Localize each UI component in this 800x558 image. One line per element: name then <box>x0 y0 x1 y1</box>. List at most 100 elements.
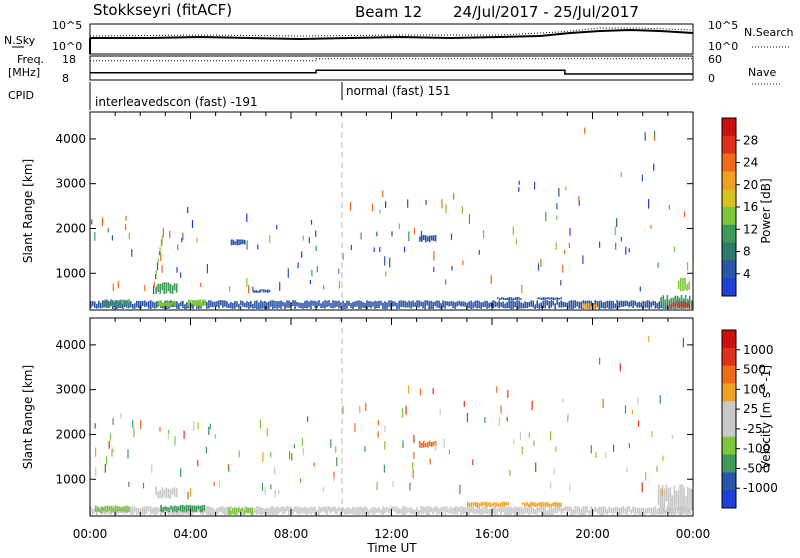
data-patch-cell <box>486 506 488 515</box>
data-patch-cell <box>189 299 192 305</box>
data-patch-cell <box>534 502 536 507</box>
scatter-echo <box>218 480 221 488</box>
scatter-echo <box>323 285 325 290</box>
scatter-echo <box>197 460 199 467</box>
scatter-echo <box>463 400 465 407</box>
data-patch-cell <box>538 303 540 309</box>
data-patch-cell <box>108 506 111 511</box>
data-patch-cell <box>199 299 202 307</box>
scatter-echo <box>196 237 198 243</box>
data-patch-cell <box>556 297 559 301</box>
scatter-echo <box>651 431 653 438</box>
colorbar-cell <box>722 490 736 509</box>
data-patch-cell <box>208 506 210 515</box>
data-patch-cell <box>152 301 154 308</box>
data-patch-cell <box>493 502 495 506</box>
scatter-echo <box>160 239 162 247</box>
data-patch-cell <box>468 502 471 507</box>
colorbar-tick-label: -25 <box>743 422 763 436</box>
data-patch-cell <box>416 507 418 514</box>
data-patch-cell <box>481 501 483 507</box>
scatter-echo <box>645 472 647 481</box>
data-patch-cell <box>582 506 584 515</box>
scatter-echo <box>111 235 113 241</box>
data-patch-cell <box>604 506 606 514</box>
data-patch-cell <box>558 506 560 512</box>
data-patch-cell <box>382 302 384 309</box>
data-patch-cell <box>110 505 113 513</box>
data-patch-cell <box>254 507 256 513</box>
data-patch-cell <box>434 235 437 242</box>
data-patch-cell <box>560 300 562 308</box>
data-patch-cell <box>118 300 120 307</box>
data-patch-cell <box>454 506 456 515</box>
data-patch-cell <box>520 298 522 300</box>
scatter-echo <box>628 248 630 253</box>
scatter-echo <box>408 385 410 394</box>
data-patch-cell <box>532 300 534 308</box>
data-patch-cell <box>688 303 691 308</box>
data-patch-cell <box>588 510 590 515</box>
data-patch-cell <box>614 507 616 514</box>
scatter-echo <box>433 266 435 273</box>
data-patch-cell <box>590 506 592 515</box>
data-patch-cell <box>676 507 679 514</box>
data-patch-cell <box>422 301 424 309</box>
scatter-echo <box>91 219 93 225</box>
scatter-echo <box>614 226 616 236</box>
data-patch-cell <box>320 303 322 309</box>
data-patch-cell <box>552 297 555 301</box>
data-patch-cell <box>252 303 254 309</box>
scatter-echo <box>439 408 441 416</box>
data-patch-cell <box>232 239 235 245</box>
y-tick-label: 2000 <box>55 221 86 235</box>
data-patch-cell <box>296 506 298 514</box>
data-patch-cell <box>214 509 216 515</box>
colorbar-cell <box>722 278 736 297</box>
nsearch-label: N.Search <box>744 26 794 39</box>
scatter-echo <box>259 419 261 429</box>
data-patch-cell <box>550 300 552 308</box>
data-patch-cell <box>212 507 214 515</box>
data-patch-cell <box>336 508 338 515</box>
data-patch-cell <box>514 301 516 308</box>
data-patch-cell <box>594 300 596 309</box>
data-patch-cell <box>178 509 180 515</box>
data-patch-cell <box>300 302 302 309</box>
data-patch-cell <box>556 300 558 305</box>
data-patch-cell <box>104 506 107 512</box>
data-patch-cell <box>258 506 260 514</box>
data-patch-cell <box>98 508 101 513</box>
data-patch-cell <box>448 508 450 514</box>
scatter-echo <box>509 469 511 476</box>
data-patch-cell <box>452 301 454 308</box>
data-patch-cell <box>100 302 102 309</box>
data-patch-cell <box>422 506 424 515</box>
scatter-echo <box>350 201 352 211</box>
data-patch-cell <box>260 506 262 515</box>
scatter-echo <box>384 425 386 433</box>
data-patch-cell <box>360 300 362 309</box>
data-patch-cell <box>425 235 427 243</box>
data-patch-cell <box>430 300 432 309</box>
scatter-echo <box>564 249 566 254</box>
data-patch-cell <box>500 506 502 515</box>
scatter-echo <box>550 431 552 441</box>
data-patch-cell <box>686 302 689 309</box>
scatter-echo <box>238 450 240 458</box>
scatter-echo <box>187 491 189 500</box>
scatter-echo <box>451 266 453 271</box>
data-patch-cell <box>600 300 602 309</box>
data-patch-cell <box>173 487 176 497</box>
data-patch-cell <box>590 300 592 307</box>
data-patch-cell <box>241 507 244 512</box>
scatter-echo <box>106 456 108 465</box>
data-patch-cell <box>354 301 356 307</box>
data-patch-cell <box>598 300 600 310</box>
colorbar-cell <box>722 330 736 349</box>
data-patch-cell <box>556 502 558 507</box>
data-patch-cell <box>364 302 366 308</box>
data-patch-cell <box>505 501 508 506</box>
scatter-echo <box>521 284 523 294</box>
scatter-echo <box>246 277 248 287</box>
